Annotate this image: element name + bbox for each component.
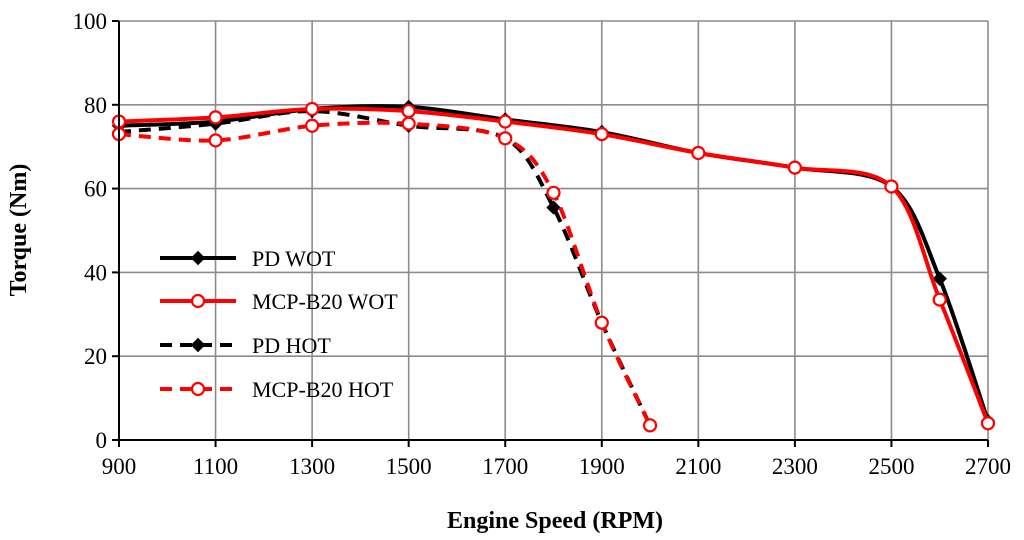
legend-label-pd-hot: PD HOT — [252, 333, 331, 358]
legend-marker-mcp-b20-hot — [190, 381, 206, 397]
x-tick-label: 1500 — [386, 454, 432, 479]
data-point-mcp-b20-hot — [594, 315, 609, 330]
y-tick-label: 40 — [84, 260, 107, 285]
data-point-mcp-b20-wot — [594, 127, 609, 142]
x-tick-label: 2300 — [772, 454, 818, 479]
x-tick-label: 900 — [102, 454, 137, 479]
data-point-pd-hot — [546, 200, 561, 215]
data-point-mcp-b20-wot — [980, 416, 996, 431]
data-point-mcp-b20-wot — [691, 145, 706, 161]
data-point-mcp-b20-wot — [401, 103, 416, 119]
y-tick-label: 0 — [96, 428, 108, 453]
legend-label-mcp-b20-hot: MCP-B20 HOT — [252, 377, 394, 402]
legend: PD WOT MCP-B20 WOT PD HOT MCP-B20 HOT — [160, 246, 398, 402]
data-point-mcp-b20-hot — [546, 185, 561, 200]
legend-marker-mcp-b20-wot — [190, 293, 206, 309]
x-tick-label: 2500 — [868, 454, 914, 479]
data-point-mcp-b20-wot — [787, 160, 802, 175]
x-tick-label: 1300 — [289, 454, 335, 479]
data-point-mcp-b20-hot — [401, 116, 416, 131]
y-tick-label: 80 — [84, 93, 107, 118]
legend-item-pd-wot: PD WOT — [160, 246, 336, 271]
series-line-mcp-b20-wot — [118, 106, 990, 424]
y-tick-label: 60 — [84, 177, 107, 202]
x-tick-label: 2700 — [965, 454, 1011, 479]
legend-item-mcp-b20-hot: MCP-B20 HOT — [160, 377, 394, 402]
grid — [119, 20, 989, 440]
data-point-pd-wot — [932, 271, 947, 286]
x-tick-label: 2100 — [675, 454, 721, 479]
legend-item-pd-hot: PD HOT — [160, 333, 331, 358]
series-line-pd-wot — [118, 104, 990, 422]
series-layer — [111, 99, 996, 433]
series-pd-wot — [111, 99, 996, 429]
data-point-mcp-b20-wot — [305, 101, 320, 117]
data-point-mcp-b20-wot — [498, 114, 513, 129]
x-tick-label: 1700 — [482, 454, 528, 479]
data-point-mcp-b20-hot — [642, 418, 658, 433]
legend-label-mcp-b20-wot: MCP-B20 WOT — [252, 289, 398, 314]
legend-label-pd-wot: PD WOT — [252, 246, 336, 271]
data-point-mcp-b20-wot — [208, 110, 223, 125]
data-point-mcp-b20-hot — [305, 118, 320, 133]
y-tick-label: 100 — [73, 9, 108, 34]
axes: 900 1100 1300 1500 1700 1900 2100 2300 2500 2700 0… — [73, 9, 1012, 479]
y-tick-label: 20 — [84, 344, 107, 369]
x-tick-label: 1100 — [193, 454, 238, 479]
legend-marker-pd-hot — [190, 337, 206, 353]
legend-item-mcp-b20-wot: MCP-B20 WOT — [160, 289, 398, 314]
y-axis-title: Torque (Nm) — [6, 164, 32, 297]
x-tick-label: 1900 — [579, 454, 625, 479]
series-mcp-b20-wot — [111, 101, 996, 431]
data-point-mcp-b20-hot — [498, 131, 513, 146]
series-line-mcp-b20-hot — [118, 120, 652, 427]
data-point-mcp-b20-wot — [884, 179, 899, 194]
data-point-mcp-b20-hot — [208, 133, 223, 148]
legend-marker-pd-wot — [190, 250, 206, 266]
data-point-mcp-b20-wot — [932, 292, 947, 307]
x-axis-title: Engine Speed (RPM) — [447, 508, 663, 534]
